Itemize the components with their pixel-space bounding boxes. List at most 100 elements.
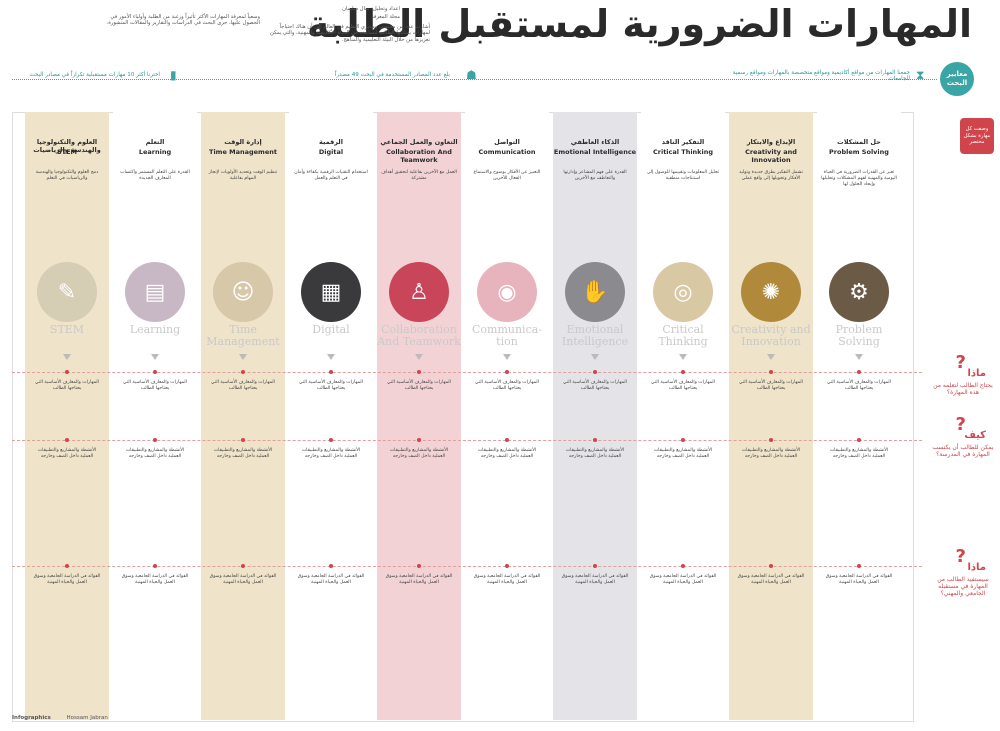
row-dot — [593, 564, 597, 568]
skill-column: إدارة الوقت Time Management تنظيم الوقت … — [201, 112, 285, 720]
skill-column: الذكاء العاطفي Emotional Intelligence ال… — [553, 112, 637, 720]
row-dot — [857, 370, 861, 374]
skill-description: تنظيم الوقت وتحديد الأولويات لإنجاز المه… — [208, 170, 278, 181]
skill-how-text: الأنشطة والمشاريع والتطبيقات العملية داخ… — [213, 448, 273, 459]
bar-chart-icon: ▮ — [170, 68, 177, 82]
skill-title-ar: حل المشكلات — [837, 138, 881, 146]
row-dot — [769, 438, 773, 442]
row-dot — [681, 564, 685, 568]
skill-column: التفكير الناقد Critical Thinking تحليل ا… — [641, 112, 725, 720]
skill-ghost-label: Communica- tion — [471, 323, 543, 348]
skill-benefit-text: الفوائد في الدراسة الجامعية وسوق العمل و… — [385, 574, 453, 585]
down-arrow-icon — [679, 354, 687, 360]
skill-ghost-label: Problem Solving — [835, 323, 883, 348]
down-arrow-icon — [239, 354, 247, 360]
author-line-2: مجلة المعرفة — [371, 14, 400, 20]
skill-title-en: Digital — [318, 148, 344, 156]
skill-title-ar: التعاون والعمل الجماعي — [380, 138, 458, 146]
handshake-icon: ✋ — [581, 279, 609, 305]
person-icon: ♙ — [409, 279, 429, 305]
down-arrow-icon — [151, 354, 159, 360]
skill-title-en: STEM — [56, 148, 78, 156]
skill-column: التعلم Learning القدرة على التعلم المستم… — [113, 112, 197, 720]
skill-how-text: الأنشطة والمشاريع والتطبيقات العملية داخ… — [741, 448, 801, 459]
skill-column: العلوم والتكنولوجيا والهندسة والرياضيات … — [25, 112, 109, 720]
skill-how-text: الأنشطة والمشاريع والتطبيقات العملية داخ… — [301, 448, 361, 459]
skill-circle: ✺ — [741, 262, 801, 322]
skill-what-text: المهارات والمعارف الأساسية التي يحتاجها … — [739, 380, 803, 391]
skill-title-en: Critical Thinking — [652, 148, 714, 156]
skill-ghost-label: Emotional Intelligence — [561, 323, 629, 348]
skill-what-text: المهارات والمعارف الأساسية التي يحتاجها … — [827, 380, 891, 391]
skill-circle: ⚙ — [829, 262, 889, 322]
row-dot — [681, 370, 685, 374]
row-dot — [681, 438, 685, 442]
skill-circle: ☺ — [213, 262, 273, 322]
row-line-benefit — [12, 566, 922, 567]
skill-description: التعبير عن الأفكار بوضوح والاستماع الفعا… — [473, 170, 541, 181]
skill-benefit-text: الفوائد في الدراسة الجامعية وسوق العمل و… — [825, 574, 893, 585]
q1-text: يحتاج الطالب لتعلمه من هذه المهارة؟ — [933, 382, 993, 396]
row-line-what — [12, 372, 922, 373]
head-formula-icon: ✎ — [57, 279, 77, 305]
skill-ghost-label: STEM — [49, 323, 85, 336]
row-dot — [65, 370, 69, 374]
people-icon: ☗ — [466, 68, 477, 82]
down-arrow-icon — [855, 354, 863, 360]
skill-circle: ✎ — [37, 262, 97, 322]
row-dot — [65, 438, 69, 442]
skill-description: القدرة على التعلم المستمر واكتساب المعار… — [120, 170, 190, 181]
skill-ghost-label: Learning — [129, 323, 181, 336]
q3-title: ماذا — [967, 562, 986, 573]
skill-how-text: الأنشطة والمشاريع والتطبيقات العملية داخ… — [389, 448, 449, 459]
row-dot — [153, 438, 157, 442]
skill-ghost-label: Collaboration And Teamwork — [377, 323, 461, 348]
skill-title-ar: إدارة الوقت — [224, 138, 262, 146]
skill-what-text: المهارات والمعارف الأساسية التي يحتاجها … — [123, 380, 187, 391]
row-line-how — [12, 440, 922, 441]
row-dot — [153, 564, 157, 568]
row-dot — [769, 370, 773, 374]
row-dot — [857, 438, 861, 442]
row-dot — [593, 438, 597, 442]
skill-benefit-text: الفوائد في الدراسة الجامعية وسوق العمل و… — [121, 574, 189, 585]
side-badge: وصفت كل مهارة بشكل مختصر — [960, 118, 994, 154]
skill-description: تعبر عن القدرات الضرورية في الحياة اليوم… — [821, 170, 897, 187]
skill-how-text: الأنشطة والمشاريع والتطبيقات العملية داخ… — [829, 448, 889, 459]
row-dot — [505, 564, 509, 568]
skill-title-en: Time Management — [209, 148, 277, 156]
head-gear-icon: ☺ — [231, 279, 255, 305]
row-dot — [241, 370, 245, 374]
row-dot — [65, 564, 69, 568]
row-dot — [329, 438, 333, 442]
skill-title-en: Learning — [138, 148, 172, 156]
skill-column: الإبداع والابتكار Creativity and Innovat… — [729, 112, 813, 720]
skill-title-ar: الذكاء العاطفي — [570, 138, 620, 146]
row-dot — [857, 564, 861, 568]
row-dot — [241, 438, 245, 442]
skill-title-en: Emotional Intelligence — [553, 148, 637, 156]
skill-benefit-text: الفوائد في الدراسة الجامعية وسوق العمل و… — [33, 574, 101, 585]
skill-description: تحليل المعلومات وتقييمها للوصول إلى استن… — [646, 170, 720, 181]
row-dot — [241, 564, 245, 568]
skill-title-en: Creativity and Innovation — [745, 148, 797, 164]
q1-title: ماذا — [967, 368, 986, 379]
footer-author: Hossam Jabran — [66, 715, 108, 721]
skill-benefit-text: الفوائد في الدراسة الجامعية وسوق العمل و… — [473, 574, 541, 585]
skill-title-en: Communication — [478, 148, 536, 156]
skill-circle: ♙ — [389, 262, 449, 322]
skill-circle: ◉ — [477, 262, 537, 322]
smartphone-icon: ▦ — [320, 279, 342, 305]
down-arrow-icon — [63, 354, 71, 360]
skill-column: الرقمية Digital استخدام التقنيات الرقمية… — [289, 112, 373, 720]
skill-how-text: الأنشطة والمشاريع والتطبيقات العملية داخ… — [565, 448, 625, 459]
down-arrow-icon — [327, 354, 335, 360]
row-dot — [769, 564, 773, 568]
criteria-line — [12, 79, 937, 80]
fingerprint-icon: ◉ — [497, 279, 517, 305]
skill-column: التواصل Communication التعبير عن الأفكار… — [465, 112, 549, 720]
footer-brand: Infographics — [12, 715, 51, 721]
skill-ghost-label: Critical Thinking — [658, 323, 708, 348]
row-dot — [329, 370, 333, 374]
question-icon-1: ? — [955, 352, 966, 373]
